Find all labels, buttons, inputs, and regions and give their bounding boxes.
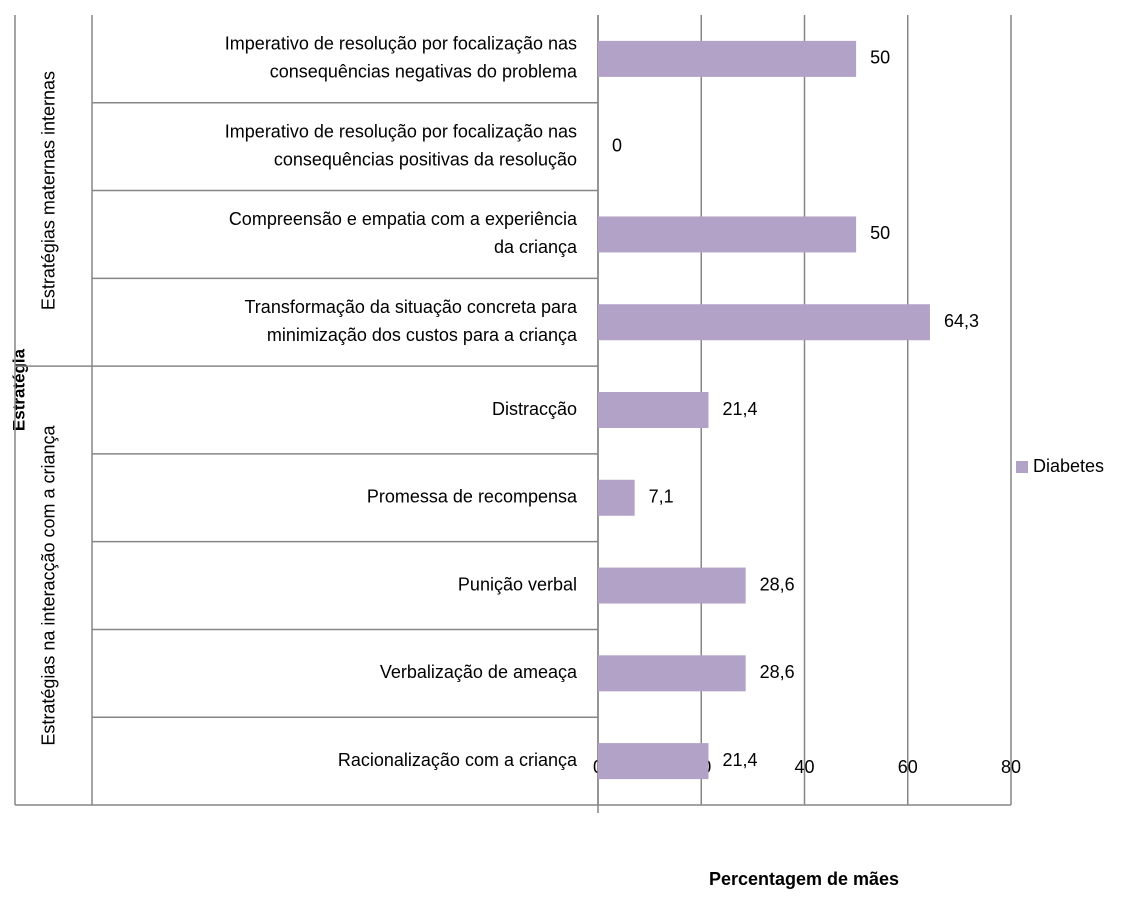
data-label: 7,1 xyxy=(649,487,674,507)
bar xyxy=(598,655,746,692)
group-label: Estratégias maternas internas xyxy=(39,71,59,310)
data-label: 21,4 xyxy=(722,399,757,419)
bar xyxy=(598,40,857,77)
bar xyxy=(598,392,709,428)
y-tick-label: da criança xyxy=(494,237,578,257)
data-label: 50 xyxy=(870,48,890,68)
group-label: Estratégias na interacção com a criança xyxy=(39,424,59,745)
bar xyxy=(598,743,709,780)
y-axis-title: Estratégia xyxy=(9,348,28,431)
y-tick-label: minimização dos custos para a criança xyxy=(267,325,578,345)
y-tick-label: Punição verbal xyxy=(458,574,577,594)
y-tick-label: Distracção xyxy=(492,399,577,419)
data-label: 64,3 xyxy=(944,311,979,331)
data-label: 21,4 xyxy=(722,750,757,770)
y-tick-label: Racionalização com a criança xyxy=(338,750,578,770)
data-label: 28,6 xyxy=(760,574,795,594)
bar xyxy=(598,304,930,341)
y-tick-label: Transformação da situação concreta para xyxy=(244,297,577,317)
x-tick-label: 40 xyxy=(794,757,814,777)
bar xyxy=(598,567,746,604)
bar xyxy=(598,216,857,253)
y-tick-label: Imperativo de resolução por focalização … xyxy=(225,121,577,141)
y-tick-label: consequências negativas do problema xyxy=(270,62,578,82)
data-label: 50 xyxy=(870,223,890,243)
y-tick-label: consequências positivas da resolução xyxy=(274,149,577,169)
y-tick-label: Imperativo de resolução por focalização … xyxy=(225,34,577,54)
x-tick-label: 60 xyxy=(898,757,918,777)
legend-label: Diabetes xyxy=(1033,456,1104,476)
data-label: 0 xyxy=(612,135,622,155)
x-axis-title: Percentagem de mães xyxy=(709,869,899,889)
y-tick-label: Promessa de recompensa xyxy=(367,487,578,507)
data-label: 28,6 xyxy=(760,662,795,682)
y-tick-label: Compreensão e empatia com a experiência xyxy=(229,209,578,229)
x-tick-label: 80 xyxy=(1001,757,1021,777)
bar xyxy=(598,479,635,516)
y-tick-label: Verbalização de ameaça xyxy=(380,662,578,682)
legend-swatch xyxy=(1016,461,1028,473)
